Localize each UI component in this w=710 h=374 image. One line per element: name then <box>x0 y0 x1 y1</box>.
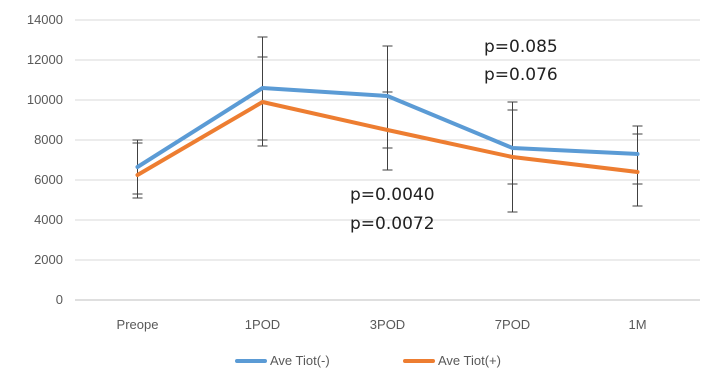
annotation-p-value: p=0.085 <box>484 37 558 57</box>
p-value-annotations: p=0.085 p=0.076 p=0.0040 p=0.0072 <box>350 37 558 234</box>
series-line-tiot-minus <box>135 86 640 169</box>
y-tick-label: 8000 <box>34 132 63 147</box>
legend: Ave Tiot(-) Ave Tiot(+) <box>235 353 501 368</box>
annotation-p-value: p=0.0072 <box>350 214 435 234</box>
x-tick-label: Preope <box>117 317 159 332</box>
x-axis-ticks: Preope 1POD 3POD 7POD 1M <box>117 317 647 332</box>
x-tick-label: 7POD <box>495 317 530 332</box>
series-line-tiot-plus <box>135 100 640 177</box>
legend-label: Ave Tiot(-) <box>270 353 330 368</box>
y-axis-ticks: 0 2000 4000 6000 8000 10000 12000 14000 <box>27 12 63 307</box>
y-tick-label: 10000 <box>27 92 63 107</box>
y-tick-label: 6000 <box>34 172 63 187</box>
y-tick-label: 4000 <box>34 212 63 227</box>
y-tick-label: 14000 <box>27 12 63 27</box>
y-tick-label: 0 <box>56 292 63 307</box>
legend-label: Ave Tiot(+) <box>438 353 501 368</box>
x-tick-label: 1M <box>628 317 646 332</box>
x-tick-label: 3POD <box>370 317 405 332</box>
series-lines <box>135 86 640 177</box>
annotation-p-value: p=0.076 <box>484 65 558 85</box>
x-tick-label: 1POD <box>245 317 280 332</box>
y-tick-label: 12000 <box>27 52 63 67</box>
annotation-p-value: p=0.0040 <box>350 185 435 205</box>
y-tick-label: 2000 <box>34 252 63 267</box>
